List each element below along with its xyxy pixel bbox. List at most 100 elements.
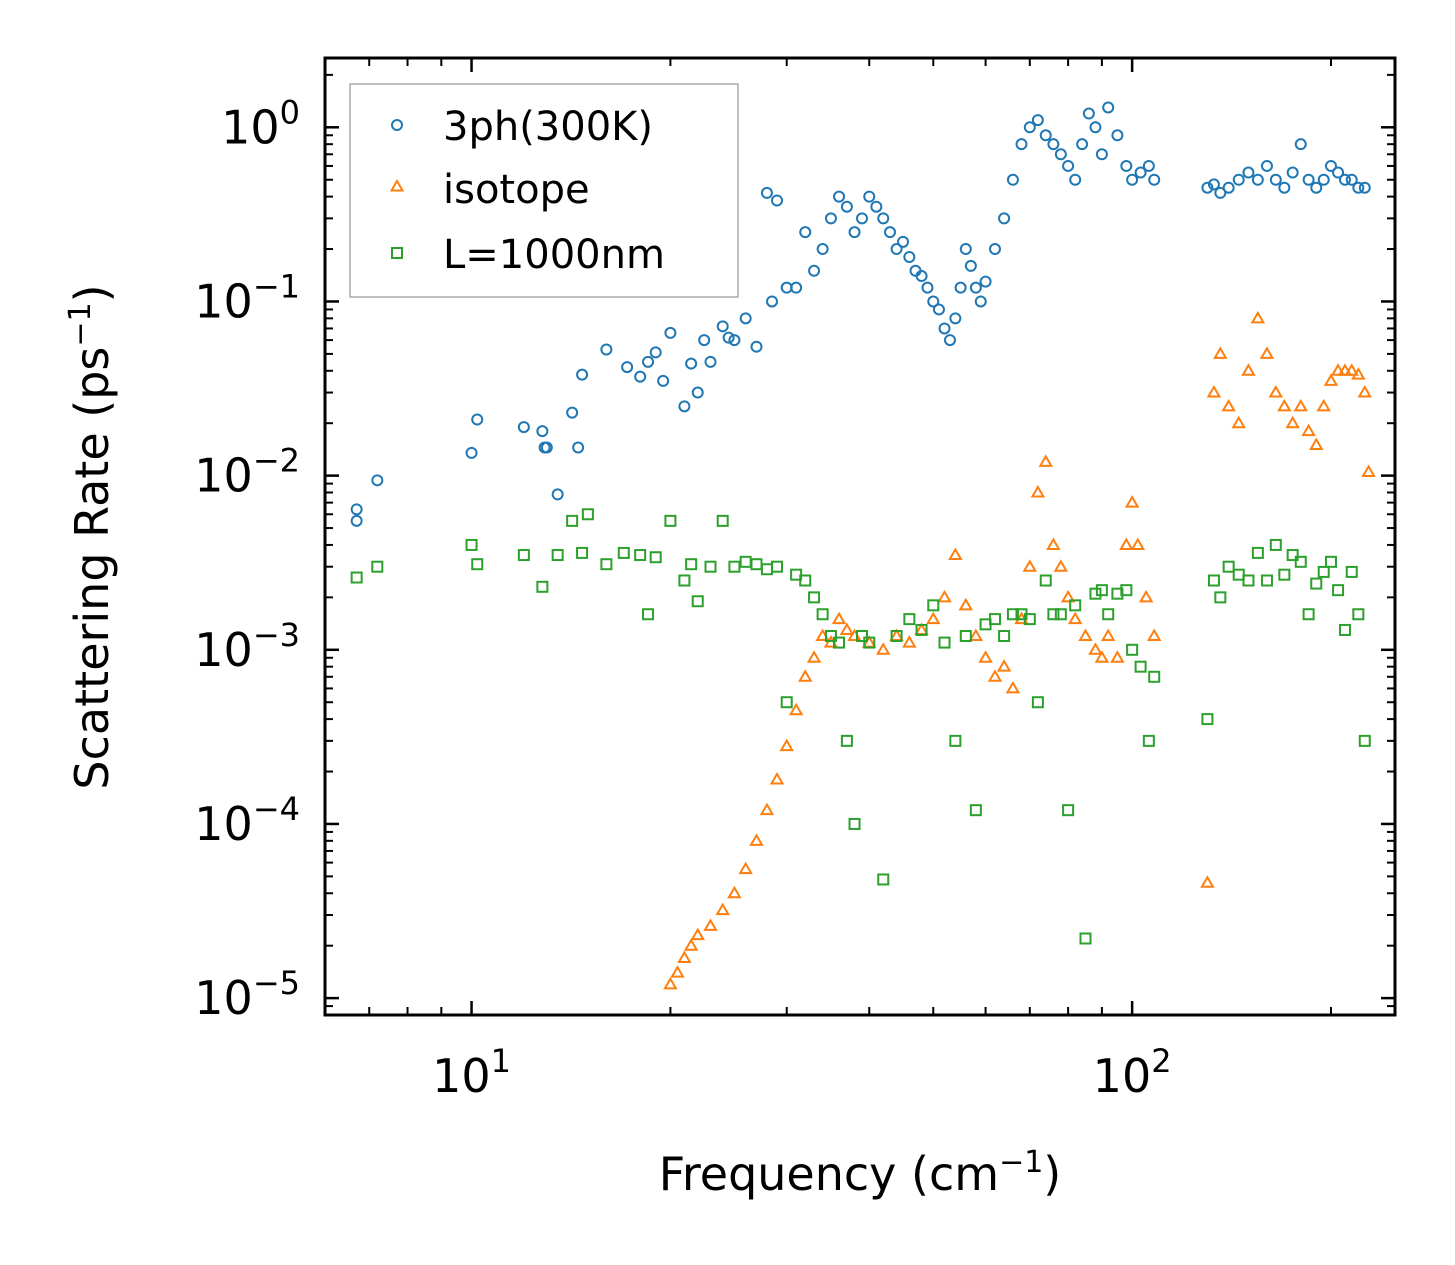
data-point-2-41 bbox=[927, 599, 940, 612]
data-point-0-99 bbox=[1310, 181, 1323, 194]
x-tick-label-base: 10 bbox=[432, 1049, 491, 1103]
data-point-0-29 bbox=[750, 340, 763, 353]
data-point-2-39 bbox=[903, 613, 916, 626]
data-point-0-14 bbox=[621, 361, 634, 374]
data-point-2-55 bbox=[1054, 608, 1067, 621]
data-point-0-31 bbox=[766, 295, 779, 308]
data-point-1-54 bbox=[1206, 385, 1222, 398]
data-point-0-44 bbox=[870, 200, 883, 213]
x-tick-label-exp: 2 bbox=[1151, 1042, 1171, 1080]
data-point-1-65 bbox=[1301, 423, 1316, 437]
data-point-2-10 bbox=[600, 558, 613, 571]
data-point-2-43 bbox=[949, 734, 962, 747]
data-point-0-84 bbox=[1142, 159, 1155, 172]
data-point-0-101 bbox=[1324, 159, 1337, 172]
data-point-2-18 bbox=[691, 595, 704, 608]
data-point-0-86 bbox=[1201, 181, 1214, 194]
data-point-1-2 bbox=[677, 950, 692, 963]
data-point-1-37 bbox=[1030, 485, 1046, 498]
data-point-0-80 bbox=[1111, 129, 1124, 142]
data-point-0-63 bbox=[979, 275, 992, 288]
data-point-1-3 bbox=[683, 938, 699, 951]
data-point-1-11 bbox=[769, 772, 785, 785]
data-point-0-32 bbox=[770, 194, 783, 207]
data-point-0-70 bbox=[1039, 129, 1052, 142]
data-point-1-55 bbox=[1213, 346, 1228, 359]
data-point-0-57 bbox=[949, 312, 962, 325]
data-point-2-40 bbox=[915, 623, 928, 636]
data-point-2-77 bbox=[1278, 568, 1291, 581]
y-tick-label-−4: 10−4 bbox=[194, 790, 300, 851]
data-point-1-10 bbox=[759, 802, 775, 816]
data-point-0-22 bbox=[691, 386, 704, 399]
data-point-0-85 bbox=[1148, 173, 1161, 186]
data-point-0-2 bbox=[371, 474, 384, 487]
data-point-1-28 bbox=[948, 547, 963, 561]
data-point-1-59 bbox=[1250, 310, 1266, 324]
series-0 bbox=[350, 101, 1371, 527]
data-point-0-26 bbox=[722, 331, 735, 344]
data-point-0-76 bbox=[1082, 107, 1095, 120]
data-point-1-19 bbox=[839, 622, 855, 635]
data-point-0-73 bbox=[1062, 159, 1075, 172]
legend-frame bbox=[349, 83, 739, 298]
data-point-2-4 bbox=[517, 549, 530, 562]
data-point-1-72 bbox=[1351, 367, 1366, 380]
data-point-2-85 bbox=[1338, 623, 1351, 636]
x-axis-title-sup: −1 bbox=[999, 1145, 1043, 1180]
data-point-2-58 bbox=[1079, 932, 1092, 945]
data-point-1-48 bbox=[1119, 537, 1134, 550]
data-point-1-47 bbox=[1110, 650, 1125, 663]
data-point-0-106 bbox=[1358, 181, 1371, 194]
y-axis-title: Scattering Rate (ps−1) bbox=[63, 284, 119, 789]
data-point-0-43 bbox=[863, 190, 876, 203]
data-point-2-62 bbox=[1111, 587, 1124, 600]
data-point-0-25 bbox=[716, 320, 729, 333]
data-point-2-48 bbox=[998, 630, 1011, 643]
legend-marker-L1000 bbox=[391, 247, 403, 259]
data-point-1-52 bbox=[1146, 628, 1162, 642]
data-point-0-96 bbox=[1286, 166, 1299, 179]
data-point-0-90 bbox=[1232, 173, 1245, 186]
data-point-2-70 bbox=[1214, 591, 1227, 604]
data-point-0-61 bbox=[969, 281, 982, 294]
data-point-2-54 bbox=[1047, 608, 1060, 621]
data-point-0-13 bbox=[600, 343, 613, 356]
data-point-2-74 bbox=[1251, 546, 1264, 559]
data-point-1-5 bbox=[703, 918, 718, 931]
data-point-1-31 bbox=[978, 650, 993, 663]
data-point-1-53 bbox=[1200, 875, 1215, 888]
data-point-0-40 bbox=[840, 200, 853, 213]
data-point-1-74 bbox=[1361, 464, 1376, 477]
data-point-2-69 bbox=[1207, 574, 1220, 587]
data-point-0-52 bbox=[921, 281, 934, 294]
data-point-0-68 bbox=[1023, 121, 1036, 134]
data-point-0-34 bbox=[790, 281, 803, 294]
data-point-2-86 bbox=[1345, 565, 1358, 578]
data-point-1-36 bbox=[1022, 559, 1038, 572]
data-point-2-52 bbox=[1031, 696, 1044, 709]
data-point-2-5 bbox=[536, 580, 549, 593]
data-point-1-15 bbox=[806, 650, 822, 663]
data-point-2-65 bbox=[1134, 660, 1147, 673]
data-point-1-46 bbox=[1100, 628, 1116, 642]
data-point-2-16 bbox=[678, 574, 691, 587]
data-point-0-39 bbox=[833, 190, 846, 203]
data-point-0-51 bbox=[915, 270, 928, 283]
data-point-0-55 bbox=[938, 322, 951, 335]
data-point-0-67 bbox=[1015, 138, 1028, 151]
data-point-0-82 bbox=[1126, 173, 1139, 186]
data-point-2-8 bbox=[576, 546, 589, 559]
data-point-1-23 bbox=[889, 628, 904, 642]
data-point-1-64 bbox=[1293, 398, 1308, 412]
data-point-1-34 bbox=[1005, 680, 1021, 694]
data-point-0-4 bbox=[471, 413, 484, 426]
y-tick-label-exp: −3 bbox=[253, 616, 300, 654]
y-tick-label-−1: 10−1 bbox=[194, 267, 300, 328]
data-point-0-42 bbox=[855, 212, 868, 225]
y-tick-label-base: 10 bbox=[194, 274, 253, 328]
data-point-0-78 bbox=[1095, 148, 1108, 161]
legend-label-3ph: 3ph(300K) bbox=[443, 104, 653, 150]
data-point-1-43 bbox=[1078, 628, 1093, 642]
data-point-2-63 bbox=[1120, 584, 1133, 597]
